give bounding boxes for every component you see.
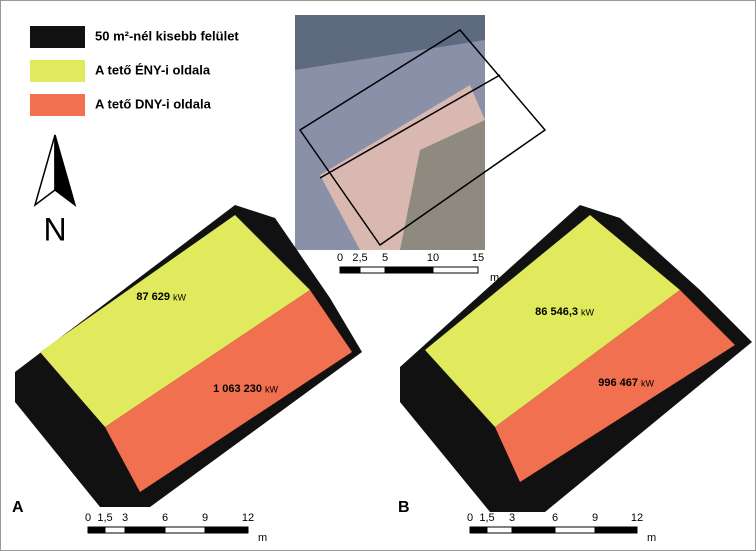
scale-segment (165, 527, 205, 533)
scale-tick-label: 6 (162, 512, 168, 524)
unit-label: kW (581, 307, 595, 317)
north-label: N (43, 211, 66, 247)
scale-tick-label: 0 (467, 512, 473, 524)
panel-label: A (12, 499, 24, 516)
scale-unit: m (647, 532, 656, 544)
scale-segment (487, 527, 512, 533)
scale-tick-label: 12 (631, 512, 643, 524)
scale-segment (512, 527, 555, 533)
figure: 50 m²-nél kisebb felület A tető ÉNY-i ol… (0, 0, 756, 551)
legend-swatch-sw (30, 94, 85, 116)
scale-tick-label: 5 (382, 252, 388, 264)
scale-tick-label: 2,5 (352, 252, 367, 264)
scale-segment (360, 267, 385, 273)
scale-tick-label: 15 (472, 252, 484, 264)
unit-label: kW (173, 292, 187, 302)
scale-tick-label: 6 (552, 512, 558, 524)
scale-segment (105, 527, 125, 533)
value-label: 87 629 (136, 291, 170, 303)
legend-label: A tető DNY-i oldala (95, 96, 212, 111)
scale-tick-label: 1,5 (97, 512, 112, 524)
unit-label: kW (265, 384, 279, 394)
scale-tick-label: 9 (202, 512, 208, 524)
scale-segment (88, 527, 105, 533)
value-label: 1 063 230 (213, 383, 262, 395)
legend-label: 50 m²-nél kisebb felület (95, 28, 239, 43)
scale-segment (205, 527, 248, 533)
scale-tick-label: 10 (427, 252, 439, 264)
scale-segment (595, 527, 637, 533)
scale-segment (433, 267, 478, 273)
scale-tick-label: 1,5 (479, 512, 494, 524)
scale-tick-label: 0 (337, 252, 343, 264)
legend-swatch-nw (30, 60, 85, 82)
scale-tick-label: 0 (85, 512, 91, 524)
legend-swatch-small (30, 26, 85, 48)
scale-unit: m (258, 532, 267, 544)
value-label: 996 467 (598, 377, 638, 389)
legend-label: A tető ÉNY-i oldala (95, 62, 211, 77)
value-label: 86 546,3 (535, 306, 578, 318)
unit-label: kW (641, 378, 655, 388)
scale-tick-label: 9 (592, 512, 598, 524)
scale-segment (125, 527, 165, 533)
scale-segment (470, 527, 487, 533)
scale-unit: m (490, 272, 499, 284)
scale-segment (555, 527, 595, 533)
scale-segment (385, 267, 433, 273)
panel-label: B (398, 499, 410, 516)
scale-tick-label: 12 (242, 512, 254, 524)
scale-tick-label: 3 (122, 512, 128, 524)
scale-segment (340, 267, 360, 273)
scale-tick-label: 3 (509, 512, 515, 524)
